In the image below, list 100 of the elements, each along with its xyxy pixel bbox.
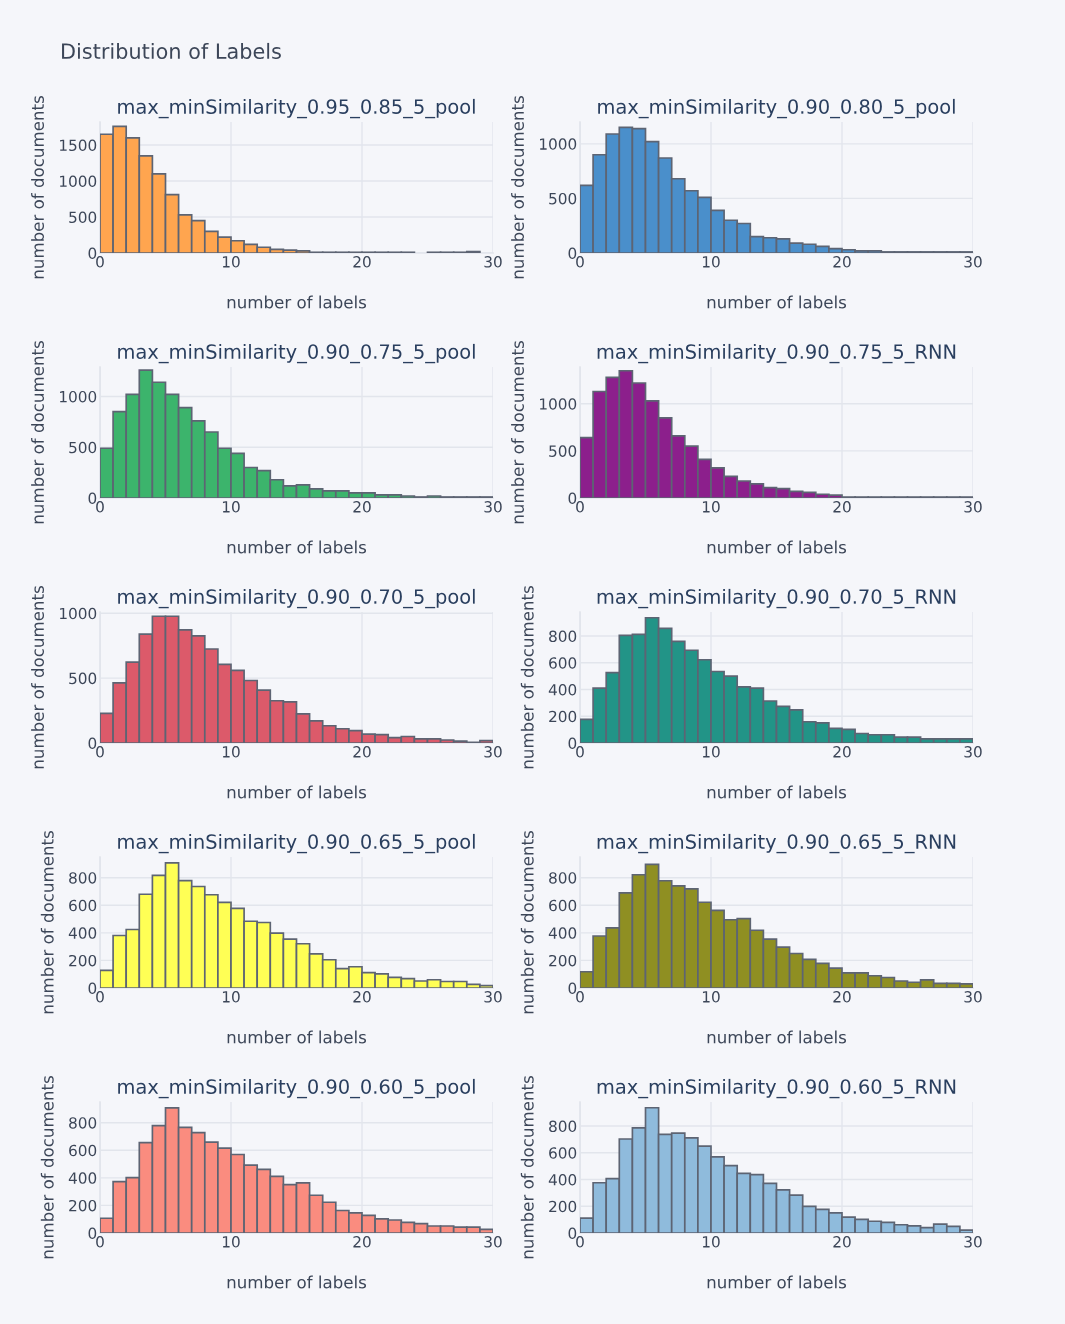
- chart-title: max_minSimilarity_0.90_0.80_5_pool: [598, 98, 955, 119]
- x-tick-label: 10: [702, 1236, 720, 1248]
- y-axis-title: number of documents: [511, 96, 524, 279]
- y-axis-title: number of documents: [511, 341, 524, 524]
- y-tick-label: 600: [549, 657, 577, 669]
- x-axis-title: number of labels: [227, 540, 367, 554]
- x-tick-label: 20: [833, 746, 851, 758]
- x-axis-title: number of labels: [707, 1030, 847, 1044]
- x-tick-label: 30: [964, 501, 982, 513]
- y-axis-title: number of documents: [31, 96, 44, 279]
- y-axis-title: number of documents: [40, 831, 54, 1014]
- x-tick-label: 20: [353, 256, 371, 268]
- y-axis-title: number of documents: [520, 586, 534, 769]
- y-axis-title: number of documents: [31, 341, 44, 524]
- chart-title: max_minSimilarity_0.90_0.60_5_RNN: [597, 1078, 956, 1099]
- y-tick-label: 0: [568, 982, 577, 995]
- y-tick-label: 400: [68, 927, 97, 939]
- x-tick-label: 20: [353, 501, 371, 513]
- x-tick-label: 20: [833, 256, 851, 268]
- x-tick-label: 10: [222, 256, 240, 268]
- y-tick-label: 200: [549, 954, 577, 967]
- y-axis-title: number of documents: [31, 586, 44, 769]
- x-tick-label: 10: [702, 746, 720, 758]
- y-tick-label: 0: [88, 982, 97, 995]
- y-tick-label: 0: [88, 1227, 97, 1240]
- x-tick-label: 30: [484, 746, 502, 758]
- x-axis-title: number of labels: [707, 295, 847, 309]
- chart-title: max_minSimilarity_0.90_0.65_5_pool: [118, 833, 475, 854]
- chart-title: max_minSimilarity_0.95_0.85_5_pool: [118, 98, 475, 119]
- y-tick-label: 400: [548, 927, 577, 939]
- y-tick-label: 0: [568, 247, 577, 260]
- y-tick-label: 500: [69, 672, 97, 685]
- x-tick-label: 10: [222, 746, 240, 758]
- y-tick-label: 1000: [540, 398, 577, 410]
- x-tick-label: 10: [702, 256, 720, 268]
- y-tick-label: 0: [568, 1227, 577, 1240]
- y-tick-label: 600: [549, 899, 577, 912]
- y-tick-label: 500: [69, 441, 97, 454]
- y-tick-label: 800: [549, 1120, 577, 1133]
- chart-title: max_minSimilarity_0.90_0.65_5_RNN: [597, 833, 956, 854]
- chart-title: max_minSimilarity_0.90_0.70_5_RNN: [597, 588, 956, 609]
- x-axis-title: number of labels: [707, 540, 847, 554]
- x-tick-label: 20: [833, 991, 851, 1003]
- x-tick-label: 20: [833, 1236, 851, 1248]
- x-tick-label: 30: [484, 501, 502, 513]
- x-tick-label: 10: [702, 501, 720, 513]
- y-tick-label: 1000: [540, 138, 577, 150]
- y-tick-label: 1000: [60, 175, 97, 188]
- x-tick-label: 30: [484, 1236, 502, 1248]
- x-tick-label: 10: [222, 991, 240, 1003]
- y-tick-label: 500: [549, 445, 577, 457]
- y-tick-label: 0: [568, 737, 577, 750]
- y-axis-title: number of documents: [520, 831, 534, 1014]
- x-tick-label: 20: [833, 501, 851, 513]
- y-tick-label: 600: [549, 1147, 577, 1159]
- x-tick-label: 10: [222, 1236, 240, 1248]
- y-tick-label: 400: [548, 684, 577, 696]
- x-tick-label: 20: [353, 746, 371, 758]
- y-tick-label: 1000: [60, 607, 97, 620]
- x-axis-title: number of labels: [227, 1275, 367, 1289]
- x-tick-label: 30: [484, 256, 502, 268]
- x-tick-label: 30: [964, 746, 982, 758]
- x-axis-title: number of labels: [227, 1030, 367, 1044]
- chart-title: max_minSimilarity_0.90_0.70_5_pool: [118, 588, 475, 609]
- x-axis-title: number of labels: [227, 295, 367, 309]
- y-tick-label: 400: [68, 1172, 97, 1184]
- y-tick-label: 200: [69, 954, 97, 967]
- y-tick-label: 1000: [60, 390, 97, 403]
- x-tick-label: 10: [702, 991, 720, 1003]
- chart-title: max_minSimilarity_0.90_0.60_5_pool: [118, 1078, 475, 1099]
- y-tick-label: 500: [69, 211, 97, 224]
- x-tick-label: 30: [484, 991, 502, 1003]
- y-axis-title: number of documents: [40, 1076, 54, 1259]
- y-tick-label: 200: [69, 1199, 97, 1212]
- x-tick-label: 20: [353, 1236, 371, 1248]
- x-tick-label: 30: [964, 991, 982, 1003]
- y-tick-label: 200: [549, 1200, 577, 1213]
- y-tick-label: 800: [549, 872, 577, 884]
- x-axis-title: number of labels: [707, 785, 847, 799]
- x-axis-title: number of labels: [227, 785, 367, 799]
- x-tick-label: 10: [222, 501, 240, 513]
- x-axis-title: number of labels: [707, 1275, 847, 1289]
- y-axis-title: number of documents: [520, 1076, 534, 1259]
- y-tick-label: 0: [568, 492, 577, 505]
- y-tick-label: 600: [69, 1144, 97, 1157]
- y-tick-label: 800: [69, 872, 97, 884]
- chart-title: max_minSimilarity_0.90_0.75_5_pool: [118, 343, 475, 364]
- x-tick-label: 30: [964, 256, 982, 268]
- y-tick-label: 500: [549, 192, 577, 205]
- chart-title: max_minSimilarity_0.90_0.75_5_RNN: [597, 343, 956, 364]
- text: Distribution of Labels: [62, 42, 281, 60]
- x-tick-label: 20: [353, 991, 371, 1003]
- y-tick-label: 0: [88, 737, 97, 750]
- y-tick-label: 800: [549, 630, 577, 643]
- y-tick-label: 400: [548, 1174, 577, 1186]
- y-tick-label: 0: [88, 492, 97, 505]
- y-tick-label: 600: [69, 899, 97, 912]
- y-tick-label: 1500: [60, 139, 97, 152]
- y-tick-label: 200: [549, 710, 577, 723]
- y-tick-label: 0: [88, 247, 97, 260]
